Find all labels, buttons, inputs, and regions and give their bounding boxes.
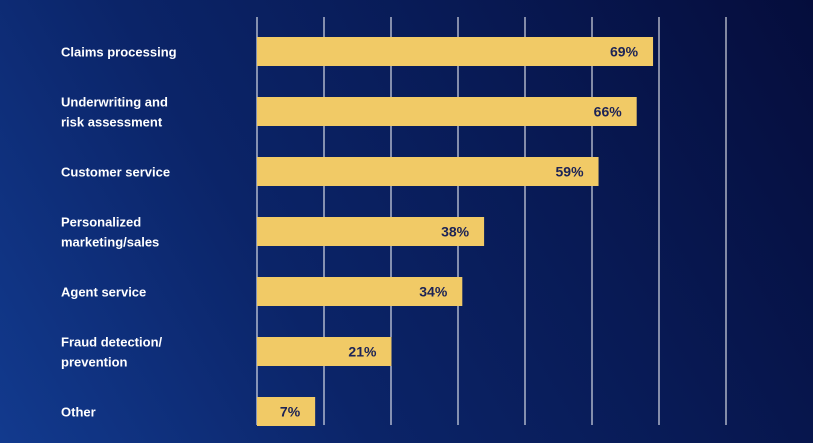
value-label: 34% (419, 284, 448, 300)
bar (257, 277, 463, 306)
category-label: Claims processing (61, 45, 177, 60)
category-label: Agent service (61, 285, 146, 300)
bars: 69% 66% 59% 38% 34% 21% 7% (257, 37, 654, 426)
category-label: marketing/sales (61, 235, 159, 250)
bar (257, 97, 637, 126)
bar (257, 217, 485, 246)
value-label: 69% (610, 44, 639, 60)
category-label: Fraud detection/ (61, 335, 163, 350)
category-label: Other (61, 405, 96, 420)
value-label: 38% (441, 224, 470, 240)
value-label: 21% (348, 344, 377, 360)
value-label: 59% (556, 164, 585, 180)
category-label: Personalized (61, 215, 141, 230)
category-label: Underwriting and (61, 95, 168, 110)
category-label: prevention (61, 355, 128, 370)
value-label: 7% (280, 404, 301, 420)
bar (257, 397, 316, 426)
bar (257, 157, 599, 186)
bar (257, 37, 654, 66)
bar (257, 337, 392, 366)
category-labels: Claims processing Underwriting and risk as… (61, 45, 177, 420)
value-label: 66% (594, 104, 623, 120)
category-label: risk assessment (61, 115, 163, 130)
category-label: Customer service (61, 165, 170, 180)
